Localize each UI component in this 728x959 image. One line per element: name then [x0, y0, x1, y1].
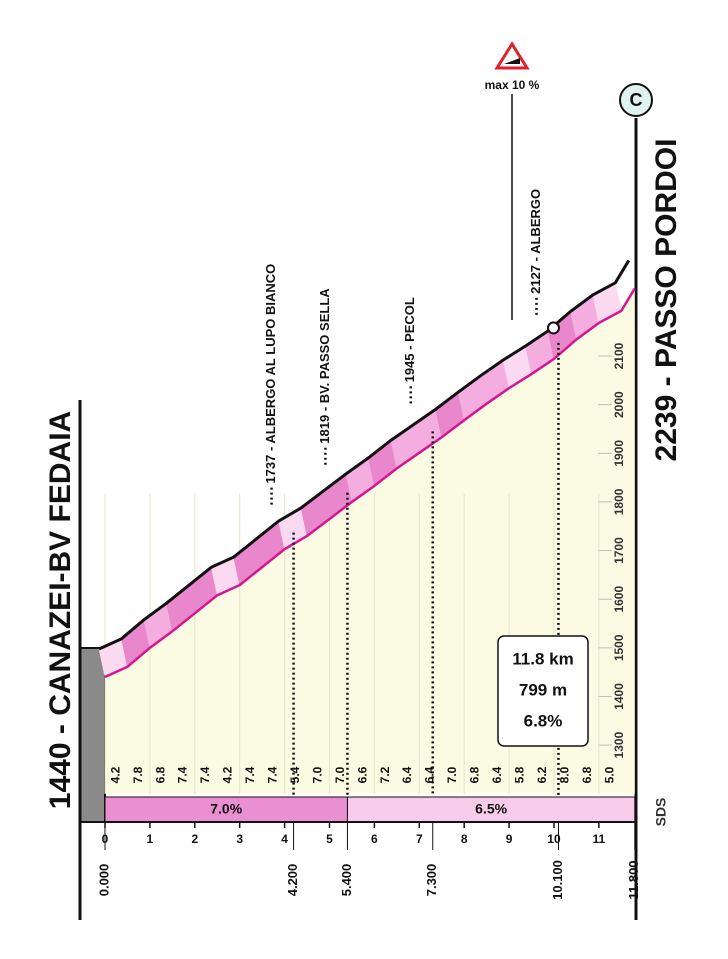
x-tick-label: 6	[371, 832, 378, 846]
sector-label: 7.0%	[210, 801, 242, 817]
y-tick-label: 1800	[612, 488, 626, 515]
x-tick-label: 9	[506, 832, 513, 846]
finish-title: 2239 - PASSO PORDOI	[650, 139, 683, 462]
y-tick-label: 1600	[612, 586, 626, 613]
summary-distance: 11.8 km	[512, 649, 573, 668]
gradient-label: 6.8	[153, 766, 167, 783]
km-point-label: 10.100	[550, 860, 565, 900]
start-title: 1440 - CANAZEI-BV FEDAIA	[44, 411, 77, 809]
profile-line	[104, 287, 636, 679]
gradient-label: 7.4	[176, 766, 190, 783]
x-tick-label: 8	[461, 832, 468, 846]
gradient-label: 7.2	[378, 766, 392, 783]
category-label: C	[630, 90, 643, 110]
gradient-label: 7.4	[198, 766, 212, 783]
y-tick-label: 1400	[612, 683, 626, 710]
y-tick-label: 1500	[612, 634, 626, 661]
gradient-label: 7.4	[243, 766, 257, 783]
poi-marker	[546, 321, 560, 335]
poi-label: 1945 - PECOL	[402, 297, 417, 382]
gradient-label: 6.8	[580, 766, 594, 783]
summary-gain: 799 m	[519, 680, 567, 699]
gradient-label: 4.2	[108, 766, 122, 783]
sector-bar	[346, 796, 636, 823]
summary-box	[497, 635, 589, 747]
x-tick-label: 1	[147, 832, 154, 846]
gradient-label: 6.4	[490, 766, 504, 783]
gradient-label: 7.0	[310, 766, 324, 783]
y-tick-label: 1300	[612, 731, 626, 758]
gradient-label: 5.4	[288, 766, 302, 783]
poi-label: 1819 - BV. PASSO SELLA	[317, 288, 332, 444]
y-tick-label: 1900	[612, 440, 626, 467]
x-tick-label: 4	[281, 832, 288, 846]
gradient-label: 5.8	[512, 766, 526, 783]
gradient-label: 5.0	[602, 766, 616, 783]
y-tick-label: 2000	[612, 391, 626, 418]
category-badge	[619, 83, 653, 117]
y-tick-label: 1700	[612, 537, 626, 564]
x-tick-label: 3	[236, 832, 243, 846]
gradient-label: 7.0	[445, 766, 459, 783]
gradient-label: 6.4	[400, 766, 414, 783]
max-gradient-icon-slope	[504, 58, 520, 64]
x-tick-label: 5	[326, 832, 333, 846]
x-tick-label: 2	[191, 832, 198, 846]
max-gradient: max 10 %	[485, 78, 540, 92]
gradient-label: 6.8	[468, 766, 482, 783]
gradient-label: 7.4	[266, 766, 280, 783]
summary-gradient: 6.8%	[524, 711, 563, 730]
gradient-label: 7.0	[333, 766, 347, 783]
km-point-label: 5.400	[339, 864, 354, 897]
gradient-label: 6.6	[355, 766, 369, 783]
y-tick-label: 2100	[612, 342, 626, 369]
gradient-label: 8.0	[557, 766, 571, 783]
km-point-label: 0.000	[96, 864, 111, 897]
x-tick-label: 11	[593, 832, 606, 846]
sector-label: 6.5%	[475, 801, 507, 817]
gradient-label: 7.8	[131, 766, 145, 783]
gradient-label: 6.4	[423, 766, 437, 783]
x-tick-label: 7	[416, 832, 423, 846]
poi-label: 1737 - ALBERGO AL LUPO BIANCO	[263, 264, 278, 484]
gradient-label: 6.2	[535, 766, 549, 783]
km-point-label: 4.200	[285, 864, 300, 897]
km-point-label: 11.800	[626, 860, 641, 899]
logo: SDS	[653, 798, 669, 827]
poi-label: 2127 - ALBERGO	[528, 189, 543, 294]
km-point-label: 7.300	[424, 864, 439, 897]
gradient-label: 4.2	[221, 766, 235, 783]
x-tick-label: 10	[547, 832, 561, 846]
start-block	[79, 647, 106, 823]
